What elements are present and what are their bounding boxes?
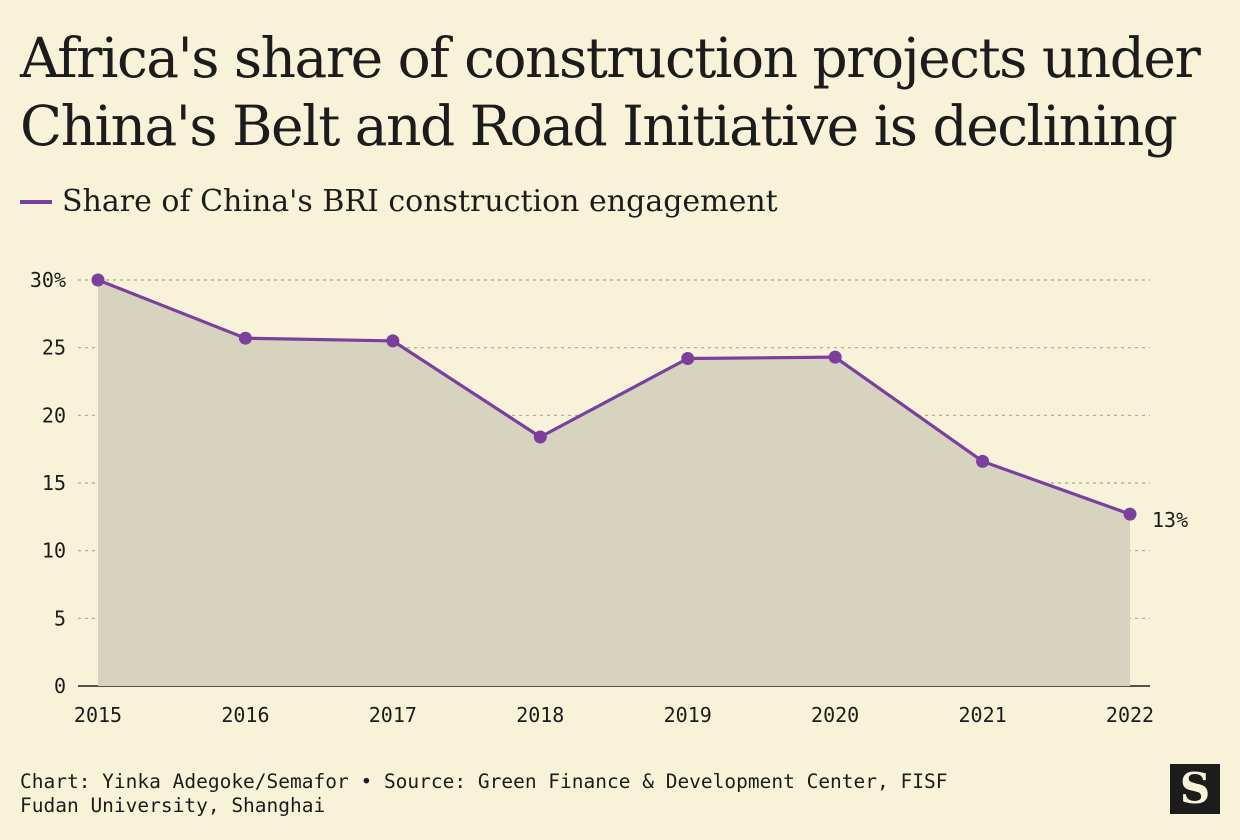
line-chart: 0 5 10 15 20 25 30% 2015 2016 2017 2018 2019 2020 20…	[30, 268, 1188, 727]
y-tick-label: 5	[54, 606, 66, 630]
x-tick-label: 2016	[221, 703, 269, 727]
legend-swatch	[20, 199, 52, 204]
x-tick-label: 2019	[664, 703, 712, 727]
x-tick-label: 2018	[516, 703, 564, 727]
chart-footer: Chart: Yinka Adegoke/Semafor • Source: G…	[20, 770, 1140, 818]
legend: Share of China's BRI construction engage…	[20, 184, 778, 219]
data-point	[386, 334, 400, 348]
series-line	[97, 278, 1131, 516]
y-tick-label: 25	[42, 336, 66, 360]
x-tick-label: 2021	[958, 703, 1006, 727]
semafor-logo: S	[1170, 764, 1220, 814]
area-fill	[98, 280, 1130, 686]
y-tick-label: 30%	[30, 268, 66, 292]
y-tick-label: 10	[42, 539, 66, 563]
x-tick-label: 2022	[1106, 703, 1154, 727]
y-tick-label: 0	[54, 674, 66, 698]
data-point	[1123, 507, 1137, 521]
data-point	[91, 273, 105, 287]
data-point	[238, 331, 252, 345]
footer-source: Fudan University, Shanghai	[20, 794, 326, 817]
chart-title: Africa's share of construction projects …	[20, 26, 1201, 158]
y-tick-label: 20	[42, 403, 66, 427]
footer-credit: Chart: Yinka Adegoke/Semafor • Source: G…	[20, 770, 948, 793]
data-point	[976, 454, 990, 468]
legend-label: Share of China's BRI construction engage…	[62, 184, 778, 219]
data-point	[533, 430, 547, 444]
end-value-label: 13%	[1152, 508, 1188, 532]
data-point	[681, 351, 695, 365]
x-tick-label: 2017	[369, 703, 417, 727]
x-tick-label: 2020	[811, 703, 859, 727]
x-tick-label: 2015	[74, 703, 122, 727]
y-tick-label: 15	[42, 471, 66, 495]
data-point	[828, 350, 842, 364]
